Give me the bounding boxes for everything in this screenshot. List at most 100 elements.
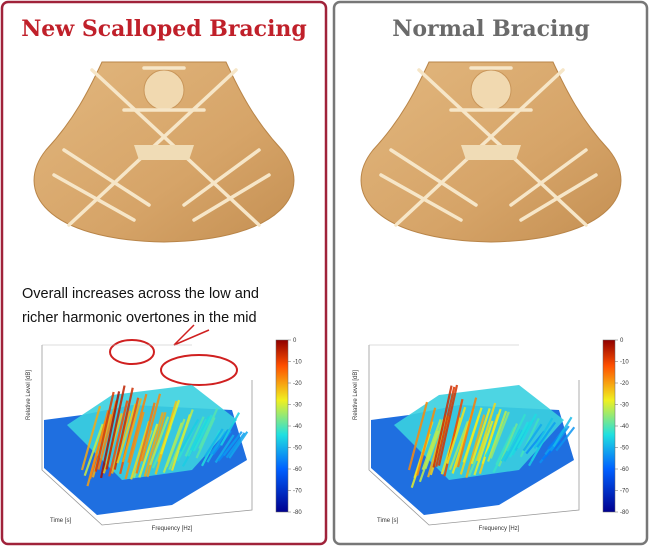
- surface-ridge: [462, 407, 483, 463]
- surface-ridge: [138, 423, 159, 478]
- colorbar-tick-label: -30: [620, 403, 629, 409]
- surface-ridge: [209, 429, 230, 456]
- surface-ridge: [476, 402, 497, 462]
- surface-ridge: [124, 411, 145, 480]
- colorbar-tick-label: -60: [293, 467, 302, 473]
- surface-ridge: [503, 429, 524, 462]
- left-panel-border: [0, 0, 328, 546]
- colorbar-tick-label: -10: [293, 360, 302, 366]
- surface-ridge: [407, 401, 429, 471]
- surface-ridge: [165, 418, 186, 468]
- colorbar-tick-label: -80: [293, 510, 302, 516]
- surface-ridge: [198, 408, 219, 449]
- surface-ridge: [473, 420, 494, 476]
- right-panel-border: [332, 0, 649, 546]
- surface-ridge: [105, 385, 126, 470]
- surface-ridge: [416, 407, 437, 476]
- surface-ridge: [135, 402, 156, 474]
- guitar-top: [33, 61, 295, 243]
- axis-label: Frequency [Hz]: [152, 526, 193, 532]
- bridge-plate: [134, 145, 194, 160]
- axis-label: Frequency [Hz]: [479, 526, 520, 532]
- surface-ridge: [465, 414, 486, 478]
- plot-frame: [368, 345, 580, 526]
- surface-ridge: [220, 412, 241, 446]
- surface-ridge: [146, 411, 167, 478]
- surface-ridge: [121, 398, 142, 463]
- colorbar-tick-label: 0: [620, 338, 624, 344]
- surface-ridge: [116, 403, 137, 464]
- colorbar-tick-label: -40: [293, 424, 302, 430]
- brace: [182, 148, 261, 207]
- annotation-line: Overall increases across the low and: [22, 286, 259, 302]
- surface-ridge: [113, 387, 134, 470]
- colorbar-tick-label: -50: [293, 446, 302, 452]
- surface-ridge: [549, 425, 570, 452]
- axis-label: Time [s]: [50, 518, 71, 524]
- brace: [509, 148, 588, 207]
- highlight-ellipse: [160, 354, 238, 386]
- panel-title: Normal Bracing: [392, 16, 590, 42]
- brace: [62, 148, 151, 207]
- surface-ridge: [421, 419, 442, 471]
- surface-ridge: [89, 410, 110, 479]
- colorbar-tick-label: -80: [620, 510, 629, 516]
- surface-ridge: [108, 400, 129, 477]
- surface-ridge: [143, 412, 164, 477]
- surface-ridge: [487, 410, 508, 462]
- bridge-plate: [461, 145, 521, 160]
- panel-title: New Scalloped Bracing: [21, 16, 307, 42]
- surface-ridge: [80, 405, 102, 471]
- surface-ridge: [203, 428, 224, 458]
- colorbar-tick-label: -70: [620, 489, 629, 495]
- surface-ridge: [517, 413, 538, 449]
- surface-ridge: [533, 417, 554, 450]
- colorbar-tick-label: -70: [293, 489, 302, 495]
- annotation-line: richer harmonic overtones in the mid: [22, 310, 257, 326]
- surface-ridge: [536, 421, 557, 448]
- colorbar-tick-label: -40: [620, 424, 629, 430]
- surface-ridge: [149, 416, 170, 466]
- colorbar-tick-label: 0: [293, 338, 297, 344]
- surface-ridge: [432, 385, 453, 468]
- surface-ridge: [83, 423, 104, 477]
- colorbar-tick-label: -30: [293, 403, 302, 409]
- colorbar-tick-label: -50: [620, 446, 629, 452]
- surface-ridge: [97, 400, 118, 470]
- colorbar: [602, 339, 616, 513]
- surface-ridge: [437, 384, 459, 466]
- surface-ridge: [195, 416, 216, 459]
- surface-ridge: [100, 391, 121, 479]
- colorbar-tick-label: -20: [620, 381, 629, 387]
- surface-ridge: [173, 409, 194, 461]
- surface-ridge: [160, 399, 181, 455]
- waterfall-plot: Relative Level [dB] Frequency [Hz] Time [s…: [353, 338, 629, 532]
- surface-ridge: [508, 421, 529, 458]
- surface-ridge: [140, 393, 162, 462]
- brace: [52, 173, 136, 222]
- surface-ridge: [192, 414, 213, 452]
- waterfall-plot: Relative Level [dB] Frequency [Hz] Time [s…: [26, 338, 302, 532]
- surface-ridge: [424, 419, 445, 470]
- surface-ridge: [457, 397, 478, 468]
- plot-frame: [41, 345, 253, 526]
- surface-ridge: [130, 421, 151, 480]
- axis-label: Relative Level [dB]: [26, 370, 32, 420]
- surface-ridge: [552, 416, 573, 448]
- brace: [389, 148, 478, 207]
- surface-ridge: [127, 393, 148, 463]
- surface-ridge: [222, 431, 243, 457]
- surface-ridge: [448, 420, 469, 471]
- surface-ridge: [225, 432, 246, 459]
- surface-ridge: [190, 415, 211, 451]
- surface-ridge: [506, 413, 527, 452]
- axis-label: Relative Level [dB]: [353, 370, 359, 420]
- colorbar-tick-label: -60: [620, 467, 629, 473]
- surface-ridge: [435, 386, 456, 467]
- sound-hole: [143, 69, 185, 111]
- colorbar-tick-label: -20: [293, 381, 302, 387]
- surface-ridge: [214, 434, 235, 464]
- brace: [379, 173, 463, 222]
- surface-ridge: [179, 418, 200, 452]
